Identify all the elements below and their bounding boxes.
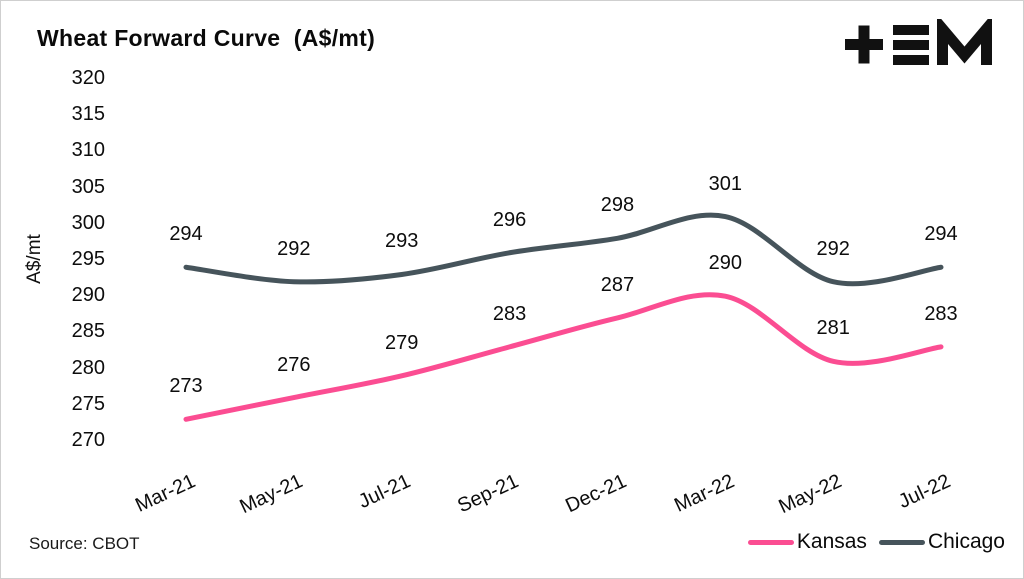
data-label-kansas: 287 xyxy=(600,273,635,296)
data-label-chicago: 294 xyxy=(924,223,958,246)
legend: Kansas Chicago xyxy=(747,530,1005,554)
series-line-chicago xyxy=(183,212,944,287)
tem-logo xyxy=(845,19,995,71)
data-label-kansas: 283 xyxy=(492,302,527,325)
legend-item-kansas: Kansas xyxy=(747,530,867,554)
data-label-chicago: 294 xyxy=(169,223,203,246)
data-label-chicago: 293 xyxy=(385,230,419,253)
legend-label: Kansas xyxy=(796,530,867,553)
y-tick-label: 275 xyxy=(71,392,105,415)
legend-swatch-kansas xyxy=(747,539,794,545)
y-tick-label: 270 xyxy=(71,429,105,451)
legend-swatch-chicago xyxy=(878,539,925,545)
data-label-kansas: 279 xyxy=(385,331,419,354)
data-label-kansas: 283 xyxy=(924,302,958,325)
data-label-kansas: 276 xyxy=(277,353,311,376)
data-label-chicago: 301 xyxy=(708,172,742,195)
y-tick-label: 300 xyxy=(71,211,105,234)
legend-label: Chicago xyxy=(927,530,1005,553)
data-label-kansas: 290 xyxy=(708,252,742,275)
y-tick-label: 305 xyxy=(71,175,105,198)
data-label-chicago: 292 xyxy=(277,237,311,260)
series-line-kansas xyxy=(183,292,944,422)
source-note: Source: CBOT xyxy=(29,534,140,553)
y-tick-label: 320 xyxy=(71,67,105,89)
data-label-chicago: 292 xyxy=(816,237,850,260)
y-tick-label: 290 xyxy=(71,284,105,307)
data-label-kansas: 273 xyxy=(169,375,203,398)
data-label-chicago: 298 xyxy=(600,194,635,217)
y-tick-label: 280 xyxy=(71,356,105,379)
logo-letter-m xyxy=(937,19,992,65)
y-tick-label: 310 xyxy=(71,139,105,162)
data-label-chicago: 296 xyxy=(492,208,527,231)
y-tick-label: 295 xyxy=(71,248,105,270)
y-tick-label: 315 xyxy=(71,103,105,126)
tem-logo-graphic xyxy=(845,19,992,65)
legend-item-chicago: Chicago xyxy=(878,530,1005,554)
chart-title: Wheat Forward Curve (A$/mt) xyxy=(37,25,376,51)
y-tick-label: 285 xyxy=(71,320,105,343)
data-label-kansas: 281 xyxy=(816,317,850,340)
